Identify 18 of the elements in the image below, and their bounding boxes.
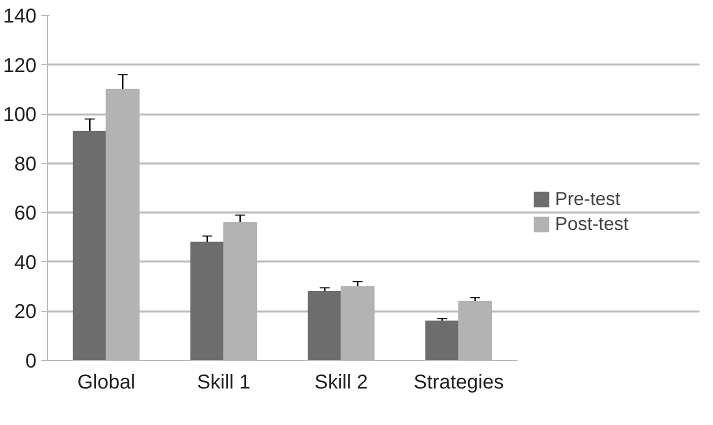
x-tick-label: Skill 2	[314, 372, 368, 394]
x-tick-label: Global	[77, 372, 136, 394]
y-tick-label: 140	[3, 6, 37, 28]
bar	[72, 130, 107, 360]
y-tick-label: 80	[14, 153, 37, 176]
bar	[308, 291, 342, 360]
y-tick-label: 20	[14, 301, 37, 324]
bar	[190, 242, 224, 360]
x-tick-label: Skill 1	[197, 372, 250, 394]
y-tick-label: 40	[14, 252, 37, 274]
y-tick-label: 100	[3, 104, 37, 126]
legend-label: Pre-test	[555, 188, 620, 210]
legend-label: Post-test	[555, 213, 629, 235]
y-tick-label: 120	[3, 54, 37, 77]
y-tick-label: 60	[14, 202, 37, 225]
bar	[425, 320, 460, 360]
y-tick-label: 0	[25, 350, 36, 372]
x-tick-label: Strategies	[414, 372, 504, 394]
